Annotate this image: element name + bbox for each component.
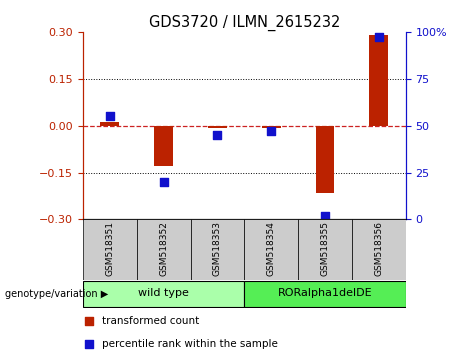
Text: percentile rank within the sample: percentile rank within the sample <box>102 339 278 349</box>
Point <box>160 179 167 185</box>
Bar <box>369 35 388 126</box>
Point <box>321 213 329 218</box>
Text: wild type: wild type <box>138 288 189 298</box>
Bar <box>190 219 244 280</box>
Point <box>106 113 113 119</box>
Text: transformed count: transformed count <box>102 316 200 326</box>
Bar <box>298 219 352 280</box>
Bar <box>100 122 119 126</box>
Point <box>214 132 221 138</box>
Text: GSM518353: GSM518353 <box>213 221 222 276</box>
Bar <box>244 281 406 307</box>
Bar <box>137 219 190 280</box>
Bar <box>352 219 406 280</box>
Bar <box>208 126 227 128</box>
Point <box>86 318 93 324</box>
Bar <box>244 219 298 280</box>
Bar <box>83 281 244 307</box>
Bar <box>154 126 173 166</box>
Bar <box>262 126 281 128</box>
Text: RORalpha1delDE: RORalpha1delDE <box>278 288 372 298</box>
Bar <box>83 219 137 280</box>
Point <box>267 129 275 134</box>
Bar <box>316 126 334 193</box>
Text: GSM518352: GSM518352 <box>159 221 168 276</box>
Text: genotype/variation ▶: genotype/variation ▶ <box>5 289 108 299</box>
Text: GSM518351: GSM518351 <box>106 221 114 276</box>
Point <box>375 35 383 40</box>
Point <box>86 341 93 347</box>
Text: GSM518355: GSM518355 <box>320 221 330 276</box>
Text: GSM518354: GSM518354 <box>267 221 276 276</box>
Title: GDS3720 / ILMN_2615232: GDS3720 / ILMN_2615232 <box>148 14 340 30</box>
Text: GSM518356: GSM518356 <box>374 221 383 276</box>
